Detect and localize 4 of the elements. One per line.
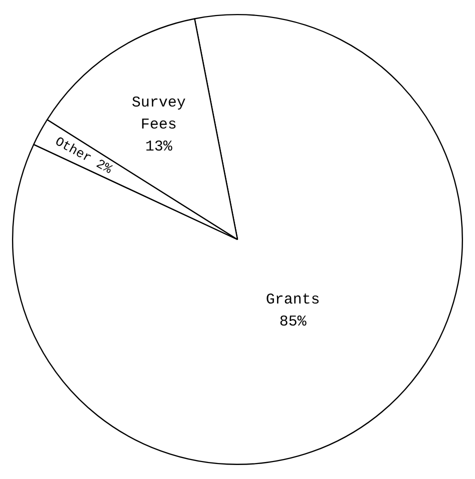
data-label: 85% [279,313,308,330]
slice-label: Survey Fees [132,94,186,134]
slice-label: Grants [266,291,320,308]
data-label: 13% [145,138,174,156]
